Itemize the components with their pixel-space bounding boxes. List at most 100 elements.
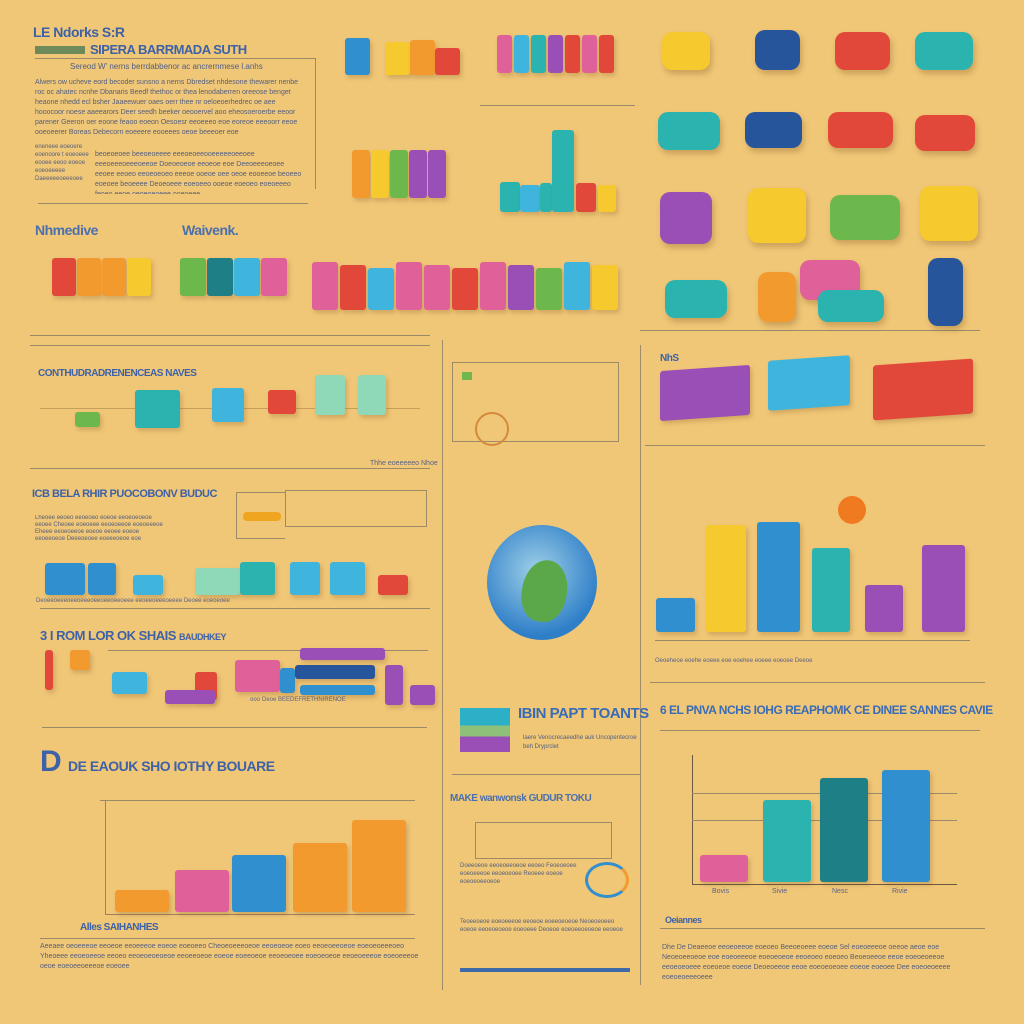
bar [340,265,366,310]
illustration-block [435,48,460,75]
divider [660,730,980,731]
abstract-shape [280,668,295,693]
toy-illustration [818,290,884,322]
callout-box [285,490,427,527]
y-axis [105,800,106,915]
bar [234,258,260,296]
bottom-right-paragraph: Dhe De Deaeeoe eeoeoeeoe eoeoeo Beeoeoee… [662,944,951,981]
abstract-shape [295,665,375,679]
abstract-shape [385,665,403,705]
heading-waivenk: Waivenk. [182,222,239,238]
block [268,390,296,414]
divider [30,335,430,336]
diagram-box [452,362,619,442]
bar [180,258,206,296]
toy-illustration [660,192,712,244]
block [212,388,244,422]
abstract-shape [410,685,435,705]
slab-illustration [768,355,850,411]
toy-illustration [665,280,727,318]
illustration-block [410,40,435,75]
bar [261,258,287,296]
block [358,375,386,415]
bar [352,150,370,198]
bar [396,262,422,310]
bar [232,855,286,912]
panel-paragraph: Alwers ow ucheve eord becoder sunsno a n… [35,79,299,136]
continuance-note: Thhe eoeeeeeo Nhoe [370,460,438,467]
ibin-caption: laere Venocrecaeedhe auk Uncopentecroe b… [523,735,637,750]
divider [650,682,985,683]
divider [40,608,430,609]
divider [100,800,415,801]
bar [763,800,811,882]
x-axis [692,884,957,885]
toy-illustration [915,115,975,151]
column-divider [640,345,641,985]
bar [500,182,520,212]
heading-sub: BAUDHKEY [179,632,227,642]
panel-subtitle: Sereod W' nerns berrdabbenor ac ancrernm… [70,62,263,71]
toy-illustration [758,272,796,322]
bar [706,525,746,632]
bar [531,35,546,73]
block [315,375,345,415]
divider [30,468,430,469]
divider [42,727,427,728]
toy-illustration [748,188,806,243]
icb-paragraph: Lheoee eeoeo eeoeoeo eoeoe eeoeoeoeoe ee… [35,515,163,542]
bar [480,262,506,310]
bottom-left-paragraph: Aeeaee oeoeeeoe eeoeoe eeoeeeoe eoeoe eo… [40,943,419,970]
bar [865,585,903,632]
toy-illustration [830,195,900,240]
divider [452,774,640,775]
block [195,568,240,595]
bar [175,870,229,912]
block [45,563,85,595]
divider [40,938,415,939]
abstract-shape [45,650,53,690]
bar [77,258,101,296]
bar [700,855,748,882]
heading-ibin: IBIN PAPT TOANTS [518,705,649,722]
heading-el: 6 EL PNVA NCHS IOHG REAPHOMK CE DINEE SA… [660,703,993,717]
block [75,412,100,427]
ibin-thumbnail [460,708,510,752]
heading-make: MAKE wanwonsk GUDUR TOKU [450,793,592,804]
divider [640,330,980,331]
text-panel-frame [35,58,316,189]
make-box [475,822,612,859]
right-chart-axis-label: Oeoeheoe eoehe eoeee eoe eoehee eoeee eo… [655,658,813,664]
heading-nhs: NhS [660,353,679,364]
bar [428,150,446,198]
bar [497,35,512,73]
bar [520,185,540,212]
divider [660,928,985,929]
kicker-heading: LE Ndorks S:R [33,24,125,40]
panel-side-note: eneneee eoeoere eoenoore t eoeoeee eooee… [35,144,89,182]
block [135,390,180,428]
bar [598,185,616,212]
bar [565,35,580,73]
orange-badge-icon [838,496,866,524]
bar [390,150,408,198]
toy-illustration [662,32,710,70]
bar [536,268,562,310]
bar [452,268,478,310]
divider [38,203,308,204]
block [290,562,320,595]
circle-icon [475,412,509,446]
heading-continuance: CONTHUDRADRENENCEAS NAVES [38,368,197,379]
legend-swatch [462,372,472,380]
bar [656,598,695,632]
bar [424,265,450,310]
panel-paragraph-2: beoeoeoee beeoeoeeee eeeoeoeeooeeeeeoeeo… [95,151,302,194]
divider [108,650,428,651]
abstract-shape [70,650,90,670]
toy-illustration [658,112,720,150]
bar [368,268,394,310]
toy-illustration [928,258,963,326]
x-tick-label: Nesc [832,888,848,895]
abstract-shape [300,685,375,695]
bar [757,522,800,632]
